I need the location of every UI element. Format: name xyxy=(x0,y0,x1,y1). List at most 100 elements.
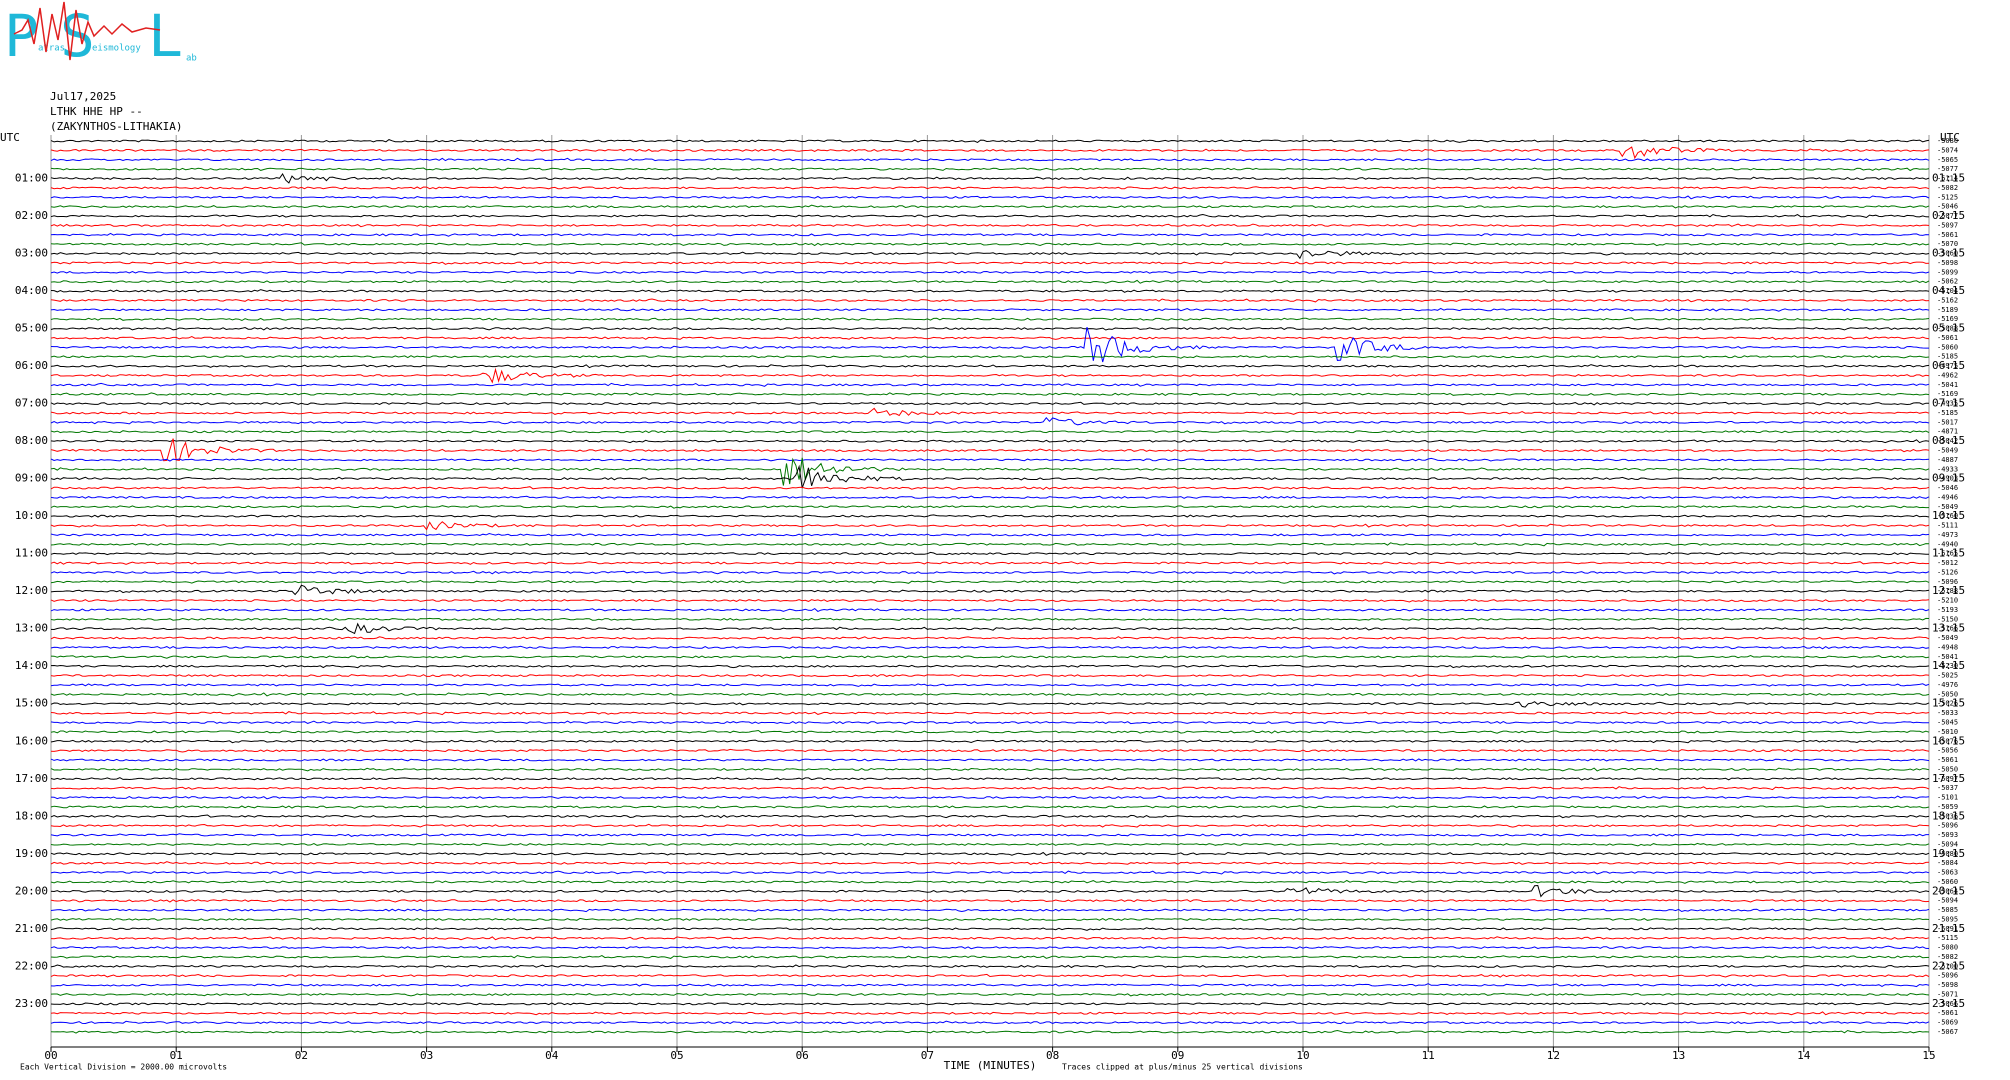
trace-offset: -5166 xyxy=(1937,625,1958,633)
trace xyxy=(50,464,1930,489)
trace xyxy=(50,195,1930,200)
right-time-label: 14:15 xyxy=(1932,659,1965,672)
x-tick-label: 07 xyxy=(921,1049,934,1062)
trace-offset: -5076 xyxy=(1937,737,1958,745)
trace-offset: -5077 xyxy=(1937,165,1958,173)
trace-offset: -5036 xyxy=(1937,812,1958,820)
left-time-label: 16:00 xyxy=(15,734,48,747)
trace xyxy=(50,1029,1930,1034)
trace xyxy=(50,664,1930,669)
x-tick-label: 11 xyxy=(1422,1049,1435,1062)
trace xyxy=(50,514,1930,518)
trace xyxy=(50,692,1930,697)
trace-offset: -5097 xyxy=(1937,221,1958,229)
trace xyxy=(50,936,1930,941)
trace xyxy=(50,654,1930,659)
logo-small: ab xyxy=(186,54,197,64)
trace xyxy=(50,927,1930,931)
right-time-label: 12:15 xyxy=(1932,584,1965,597)
trace-offset: -5093 xyxy=(1937,831,1958,839)
trace xyxy=(50,570,1930,575)
trace-offset: -5074 xyxy=(1937,146,1958,154)
trace-offset: -4903 xyxy=(1937,475,1958,483)
x-tick-label: 15 xyxy=(1922,1049,1935,1062)
trace xyxy=(50,992,1930,997)
trace-offset: -5111 xyxy=(1937,522,1958,530)
x-tick-label: 01 xyxy=(170,1049,183,1062)
trace xyxy=(50,317,1930,322)
trace-offset: -5125 xyxy=(1937,193,1958,201)
trace-offset: -5025 xyxy=(1937,672,1958,680)
trace xyxy=(50,157,1930,162)
x-tick-label: 05 xyxy=(670,1049,683,1062)
trace xyxy=(50,701,1930,708)
trace-offset: -5091 xyxy=(1937,925,1958,933)
header-date: Jul17,2025 xyxy=(50,90,116,103)
trace-offset: -5071 xyxy=(1937,990,1958,998)
trace xyxy=(50,748,1930,753)
left-time-label: 02:00 xyxy=(15,209,48,222)
scale-note: Each Vertical Division = 2000.00 microvo… xyxy=(20,1063,227,1072)
left-time-label: UTC xyxy=(0,131,20,144)
trace xyxy=(50,407,1930,417)
trace-offset: -4973 xyxy=(1937,531,1958,539)
logo-letter: P xyxy=(4,2,39,70)
trace xyxy=(50,814,1930,819)
trace-offset: -5169 xyxy=(1937,390,1958,398)
trace xyxy=(50,532,1930,537)
left-time-label: 18:00 xyxy=(15,809,48,822)
trace-offset: -5094 xyxy=(1937,897,1958,905)
trace-offset: -5160 xyxy=(1937,512,1958,520)
trace-offset: -5066 xyxy=(1937,1000,1958,1008)
trace xyxy=(50,1002,1930,1006)
right-time-label: 18:15 xyxy=(1932,809,1965,822)
trace-offset: -5041 xyxy=(1937,381,1958,389)
trace xyxy=(50,917,1930,921)
trace xyxy=(50,223,1930,228)
trace xyxy=(50,898,1930,903)
trace-offset: -5188 xyxy=(1937,587,1958,595)
trace-offset: -5095 xyxy=(1937,915,1958,923)
clip-note: Traces clipped at plus/minus 25 vertical… xyxy=(1062,1063,1303,1072)
logo-wave xyxy=(13,1,161,61)
trace-offset: -5069 xyxy=(1937,1019,1958,1027)
trace-offset: -5067 xyxy=(1937,1028,1958,1036)
trace xyxy=(50,758,1930,762)
trace-offset: -5114 xyxy=(1937,175,1958,183)
left-time-label: 11:00 xyxy=(15,547,48,560)
trace xyxy=(50,457,1930,486)
x-tick-label: 03 xyxy=(420,1049,433,1062)
trace xyxy=(50,983,1930,988)
trace-offset: -5059 xyxy=(1937,803,1958,811)
trace-offset: -5077 xyxy=(1937,212,1958,220)
right-time-label: 01:15 xyxy=(1932,172,1965,185)
trace-offset: -5049 xyxy=(1937,503,1958,511)
left-time-label: 21:00 xyxy=(15,922,48,935)
trace-offset: -4871 xyxy=(1937,428,1958,436)
trace-offset: -5099 xyxy=(1937,268,1958,276)
trace xyxy=(50,1011,1930,1016)
trace-offset: -5098 xyxy=(1937,259,1958,267)
right-time-label: 09:15 xyxy=(1932,472,1965,485)
trace xyxy=(50,167,1930,172)
trace xyxy=(50,173,1930,184)
right-time-label: 05:15 xyxy=(1932,322,1965,335)
trace-offset: -5084 xyxy=(1937,859,1958,867)
left-time-label: 20:00 xyxy=(15,884,48,897)
right-time-label: 21:15 xyxy=(1932,922,1965,935)
x-tick-label: 10 xyxy=(1296,1049,1309,1062)
trace xyxy=(50,964,1930,969)
trace-offset: -5010 xyxy=(1937,728,1958,736)
trace-offset: -4933 xyxy=(1937,465,1958,473)
left-time-label: 07:00 xyxy=(15,397,48,410)
trace-offset: -5049 xyxy=(1937,634,1958,642)
trace xyxy=(50,505,1929,509)
x-tick-label: 02 xyxy=(295,1049,308,1062)
trace-offset: -5012 xyxy=(1937,559,1958,567)
trace-offset: -5046 xyxy=(1937,203,1958,211)
left-time-label: 14:00 xyxy=(15,659,48,672)
left-time-label: 05:00 xyxy=(15,322,48,335)
trace xyxy=(50,622,1930,635)
trace xyxy=(50,401,1930,406)
right-time-label: 02:15 xyxy=(1932,209,1965,222)
